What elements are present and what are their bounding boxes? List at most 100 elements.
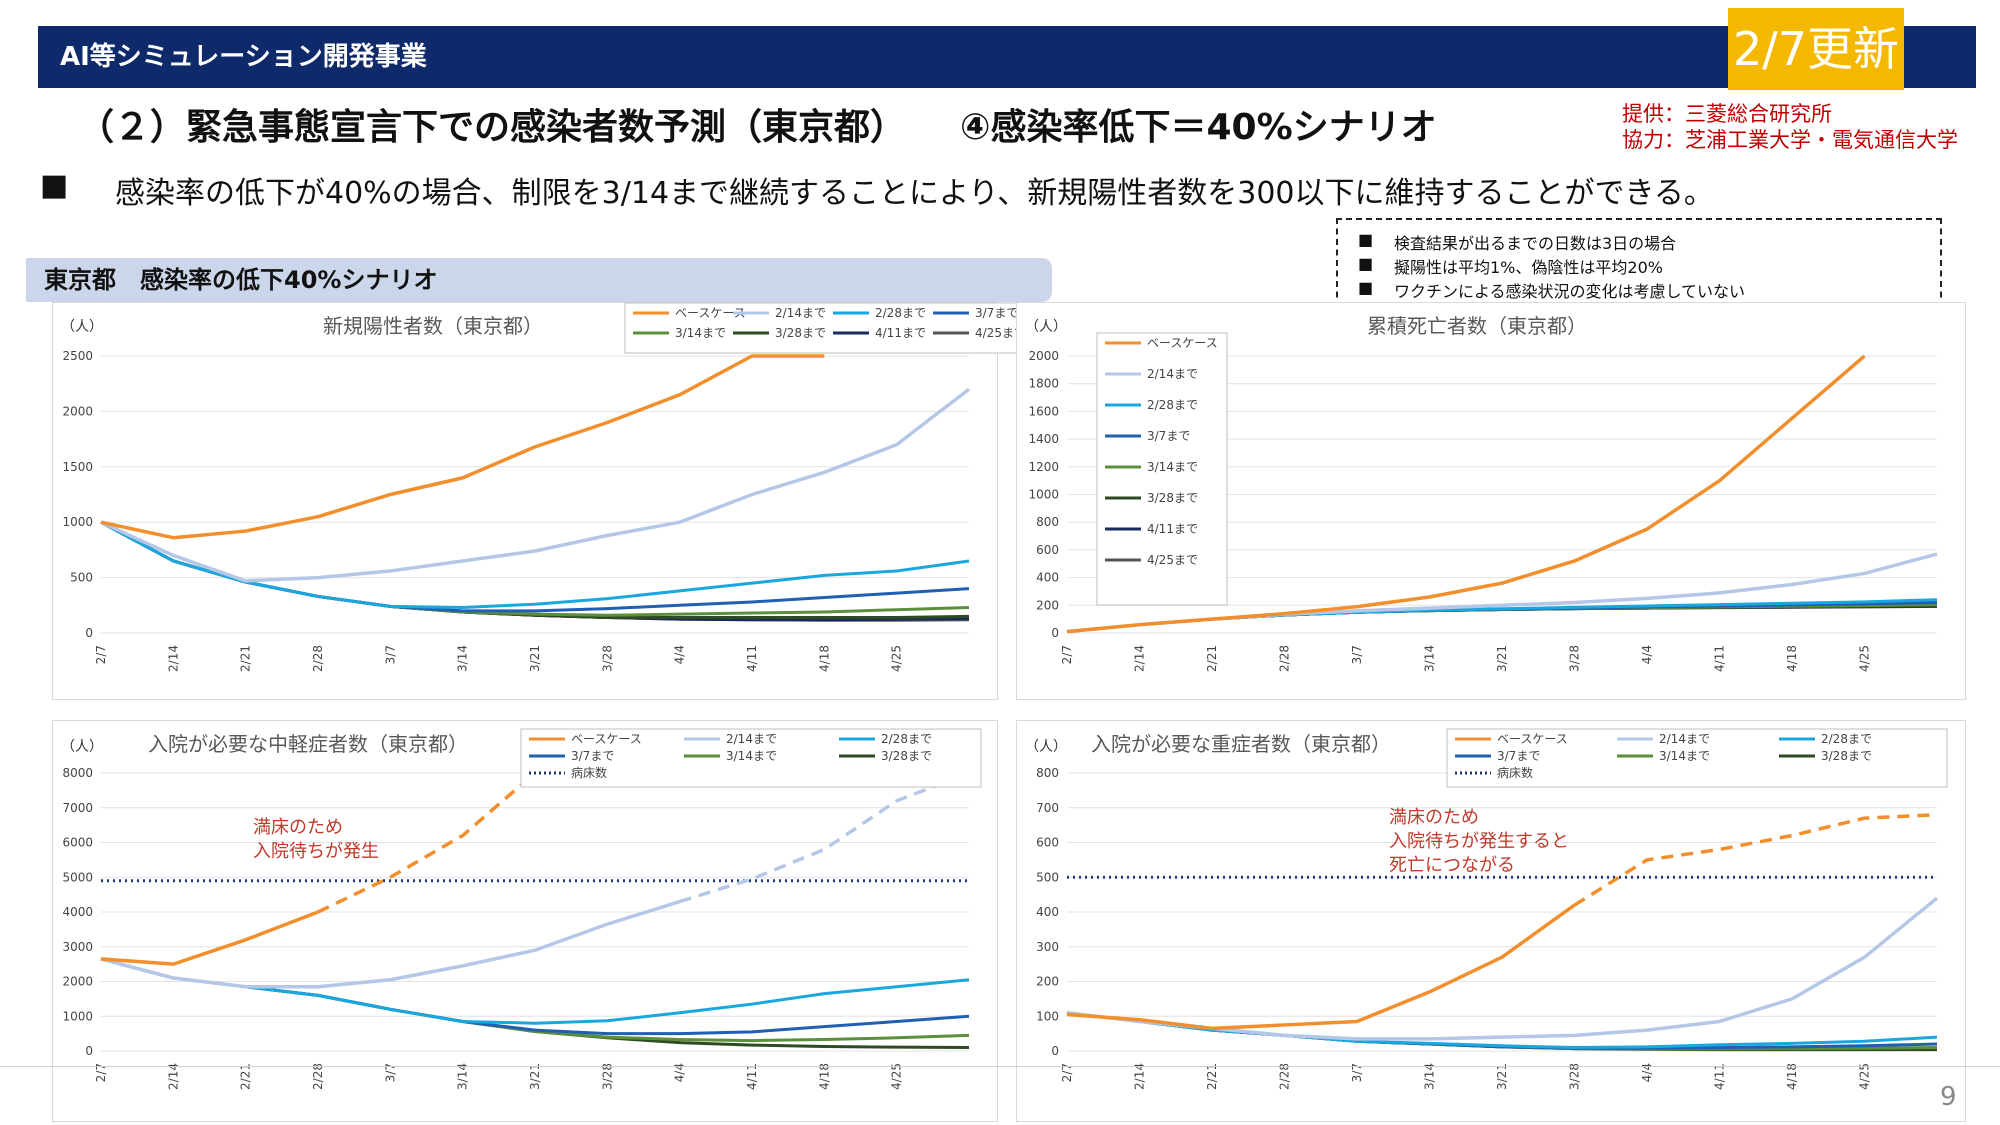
series-line-dashed xyxy=(317,771,537,914)
assumption-notes: ■ 検査結果が出るまでの日数は3日の場合 ■ 擬陽性は平均1%、偽陰性は平均20… xyxy=(1336,218,1942,308)
note-text: 検査結果が出るまでの日数は3日の場合 xyxy=(1394,234,1677,253)
y-unit-label: （人） xyxy=(1025,739,1067,755)
x-tick-label: 2/28 xyxy=(311,1063,325,1090)
y-tick-label: 4000 xyxy=(62,905,93,919)
x-tick-label: 3/28 xyxy=(1568,1063,1582,1090)
y-tick-label: 200 xyxy=(1036,598,1059,612)
y-tick-label: 1000 xyxy=(62,515,93,529)
section-tab: 東京都 感染率の低下40%シナリオ xyxy=(26,258,1052,302)
y-unit-label: （人） xyxy=(61,319,103,335)
y-tick-label: 100 xyxy=(1036,1009,1059,1023)
chart-svg: 0 500 1000 1500 2000 2500 2/7 2/14 2/21 2/28 3/7 3/… xyxy=(61,302,1026,672)
y-tick-label: 1000 xyxy=(1028,488,1059,502)
x-tick-label: 2/28 xyxy=(311,645,325,672)
credit-cooperation: 協力：芝浦工業大学・電気通信大学 xyxy=(1622,128,1958,152)
y-tick-label: 0 xyxy=(85,626,93,640)
chart-annotation: 死亡につながる xyxy=(1389,855,1515,876)
legend-label: 3/7まで xyxy=(1497,749,1540,763)
y-tick-label: 1600 xyxy=(1028,404,1059,418)
x-tick-label: 2/7 xyxy=(94,645,108,664)
banner-title: AI等シミュレーション開発事業 xyxy=(60,42,427,72)
chart-cumulative-deaths: 0 200 400 600 800 1000 1200 1400 1600 1800 2000 2/7… xyxy=(1016,302,1966,700)
legend-label: 3/28まで xyxy=(881,749,932,763)
section-title: 東京都 感染率の低下40%シナリオ xyxy=(44,266,438,294)
x-tick-label: 3/28 xyxy=(600,1063,614,1090)
legend-label: 2/28まで xyxy=(1821,732,1872,746)
x-tick-label: 2/14 xyxy=(166,645,180,672)
legend-box xyxy=(520,728,982,788)
x-tick-label: 4/4 xyxy=(1640,1063,1654,1082)
legend-label: 3/28まで xyxy=(1821,749,1872,763)
series-line xyxy=(100,520,970,617)
chart-moderate-inpatients: 0 1000 2000 3000 4000 5000 6000 7000 8000 2/7 2/14… xyxy=(52,720,998,1122)
update-badge: 2/7更新 xyxy=(1728,8,1904,90)
y-tick-label: 7000 xyxy=(62,801,93,815)
series-line xyxy=(1066,903,1576,1031)
x-tick-label: 3/14 xyxy=(1423,645,1437,672)
x-tick-label: 4/18 xyxy=(1785,645,1799,672)
chart-svg: 0 1000 2000 3000 4000 5000 6000 7000 8000 2/7 2/14… xyxy=(61,728,982,1090)
legend-label: 2/28まで xyxy=(881,732,932,746)
legend-label: 2/28まで xyxy=(1147,398,1198,412)
legend-label: 2/14まで xyxy=(1659,732,1710,746)
legend-label: 3/14まで xyxy=(1147,460,1198,474)
legend-label: 4/11まで xyxy=(875,326,926,340)
y-tick-label: 6000 xyxy=(62,836,93,850)
x-tick-label: 2/7 xyxy=(1060,645,1074,664)
y-tick-label: 800 xyxy=(1036,766,1059,780)
bullet-mark: ■ xyxy=(40,168,69,203)
y-unit-label: （人） xyxy=(61,739,103,755)
legend-box xyxy=(624,302,1026,354)
x-tick-label: 2/7 xyxy=(94,1063,108,1082)
legend-label: 病床数 xyxy=(571,765,607,780)
x-tick-label: 4/11 xyxy=(1713,645,1727,672)
legend-label: 3/28まで xyxy=(1147,491,1198,505)
x-tick-label: 4/18 xyxy=(1785,1063,1799,1090)
y-tick-label: 600 xyxy=(1036,836,1059,850)
chart-svg: 0 200 400 600 800 1000 1200 1400 1600 1800 2000 2/7… xyxy=(1025,314,1938,672)
legend-box xyxy=(1446,728,1948,788)
x-tick-label: 4/25 xyxy=(1858,1063,1872,1090)
legend-label: 4/25まで xyxy=(975,326,1026,340)
page-number: 9 xyxy=(1940,1082,1957,1112)
y-tick-label: 2000 xyxy=(1028,349,1059,363)
x-tick-label: 4/4 xyxy=(673,645,687,664)
y-tick-label: 0 xyxy=(85,1044,93,1058)
y-unit-label: （人） xyxy=(1025,319,1067,335)
x-tick-label: 3/28 xyxy=(600,645,614,672)
series-line xyxy=(100,520,970,613)
series-line xyxy=(100,899,681,989)
x-tick-label: 3/21 xyxy=(1495,1063,1509,1090)
y-tick-label: 8000 xyxy=(62,766,93,780)
y-tick-label: 300 xyxy=(1036,940,1059,954)
series-line xyxy=(1066,354,1866,634)
legend-label: 2/28まで xyxy=(875,306,926,320)
note-text: ワクチンによる感染状況の変化は考慮していない xyxy=(1394,282,1746,301)
x-tick-label: 2/7 xyxy=(1060,1063,1074,1082)
legend-label: 4/25まで xyxy=(1147,553,1198,567)
x-tick-label: 3/7 xyxy=(383,645,397,664)
series-line xyxy=(100,520,970,610)
x-tick-label: 4/11 xyxy=(745,645,759,672)
legend-label: 3/7まで xyxy=(975,306,1018,320)
y-tick-label: 800 xyxy=(1036,515,1059,529)
summary-text: 感染率の低下が40%の場合、制限を3/14まで継続することにより、新規陽性者数を… xyxy=(115,176,1714,211)
series-line xyxy=(1066,1011,1938,1050)
legend-label: 2/14まで xyxy=(726,732,777,746)
x-tick-label: 2/14 xyxy=(1133,645,1147,672)
note-item: ■ 検査結果が出るまでの日数は3日の場合 xyxy=(1358,230,1676,253)
note-item: ■ ワクチンによる感染状況の変化は考慮していない xyxy=(1358,278,1745,301)
series-line xyxy=(100,957,970,1050)
x-tick-label: 2/21 xyxy=(1205,645,1219,672)
legend-label: ベースケース xyxy=(1497,732,1568,746)
chart-annotation: 入院待ちが発生 xyxy=(253,841,379,862)
chart-annotation: 満床のため xyxy=(253,817,343,838)
y-tick-label: 700 xyxy=(1036,801,1059,815)
legend-label: 3/7まで xyxy=(1147,429,1190,443)
x-tick-label: 4/25 xyxy=(890,1063,904,1090)
x-tick-label: 3/21 xyxy=(528,1063,542,1090)
legend-label: 3/14まで xyxy=(1659,749,1710,763)
x-tick-label: 3/28 xyxy=(1568,645,1582,672)
chart-title: 入院が必要な中軽症者数（東京都） xyxy=(148,732,468,756)
x-tick-label: 2/14 xyxy=(166,1063,180,1090)
